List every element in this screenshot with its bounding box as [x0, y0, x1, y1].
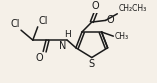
- Text: Cl: Cl: [11, 19, 20, 29]
- Text: O: O: [106, 15, 114, 25]
- Text: O: O: [35, 53, 43, 63]
- Text: O: O: [92, 1, 100, 11]
- Text: N: N: [59, 41, 66, 51]
- Text: H: H: [64, 30, 71, 39]
- Text: S: S: [89, 59, 95, 69]
- Text: CH₃: CH₃: [114, 32, 128, 41]
- Text: CH₂CH₃: CH₂CH₃: [118, 4, 146, 13]
- Text: Cl: Cl: [39, 16, 48, 26]
